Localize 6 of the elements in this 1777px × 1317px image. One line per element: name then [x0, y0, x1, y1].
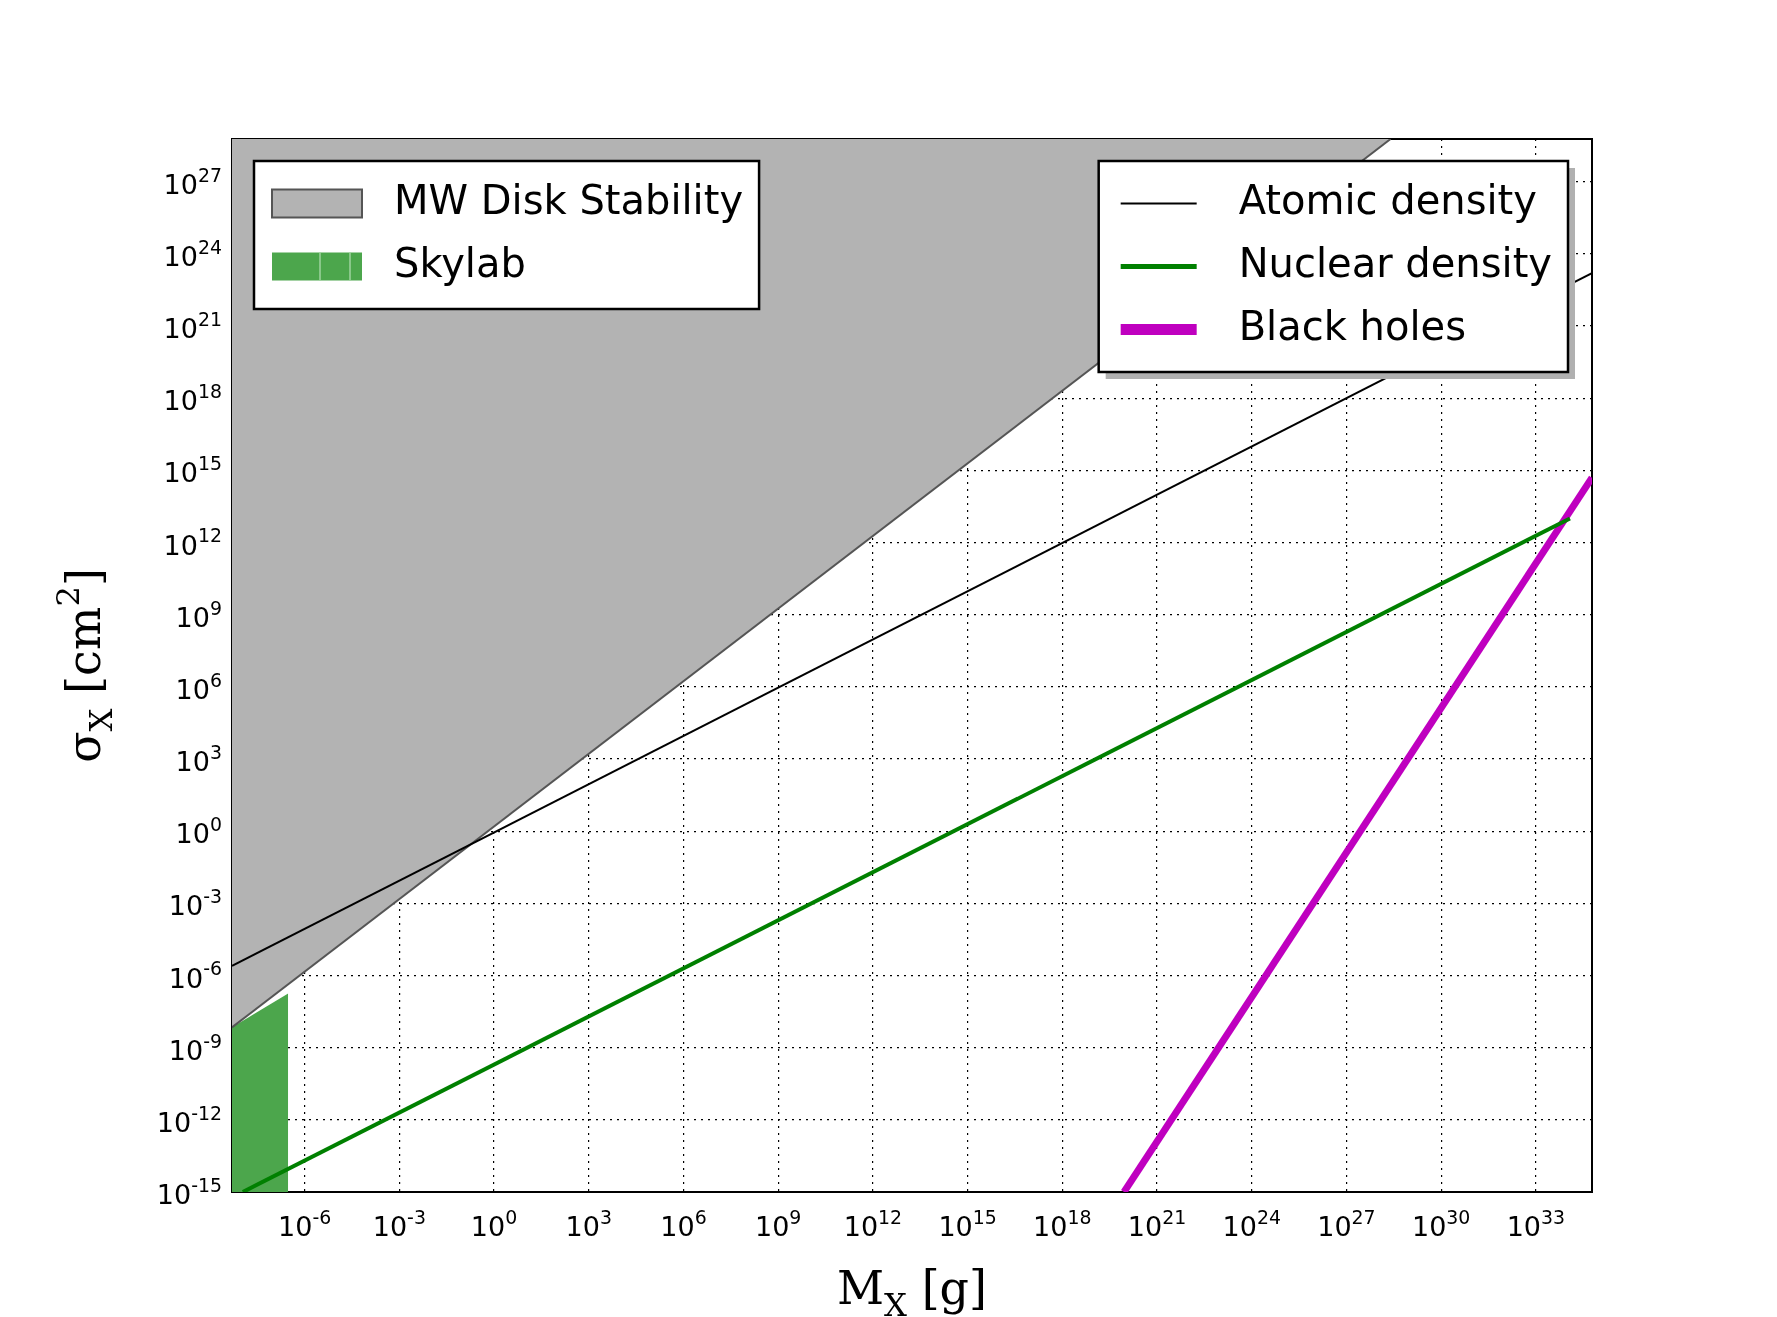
legend-label: Atomic density — [1238, 176, 1537, 223]
legend-label: Black holes — [1238, 302, 1467, 349]
legend-label: Skylab — [394, 239, 526, 286]
legend-label: MW Disk Stability — [394, 176, 744, 223]
legend-label: Nuclear density — [1238, 239, 1553, 286]
y-axis-title: σX [cm2] — [49, 568, 120, 763]
